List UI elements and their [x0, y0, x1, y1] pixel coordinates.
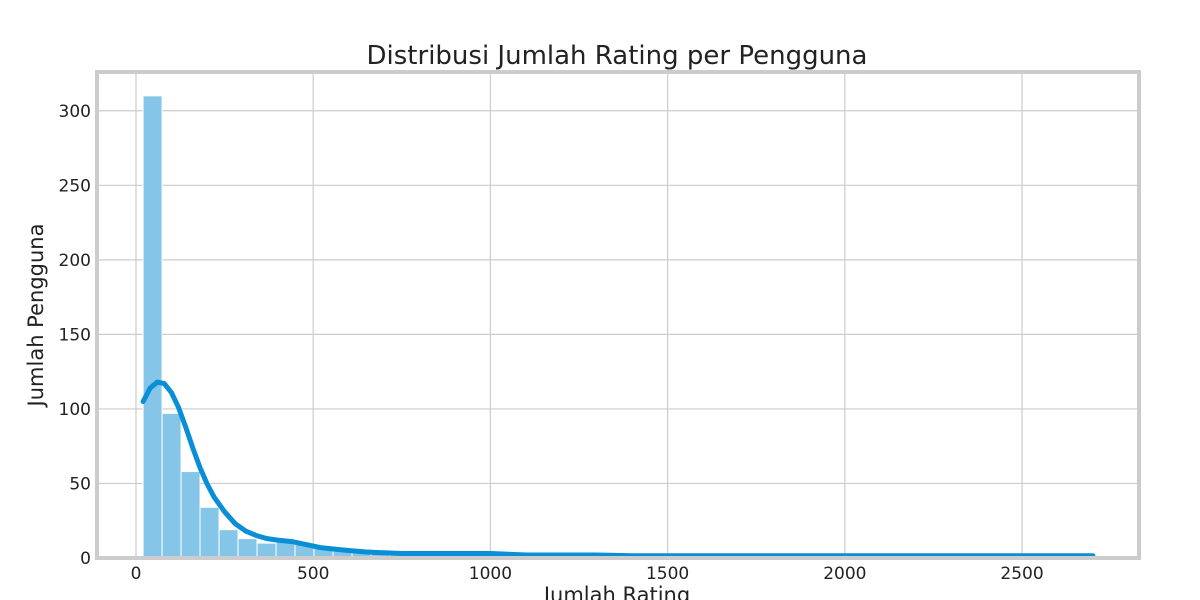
tick-labels: 0 500 1000 1500 2000 2500 0 50 100 150 200 250 300 — [59, 102, 1044, 584]
y-tick-label: 300 — [59, 102, 91, 122]
y-tick-label: 0 — [80, 549, 91, 569]
x-tick-label: 500 — [297, 564, 329, 584]
chart-title: Distribusi Jumlah Rating per Pengguna — [367, 41, 868, 71]
y-tick-label: 200 — [59, 251, 91, 271]
plot-frame — [95, 70, 1141, 560]
x-tick-label: 0 — [131, 564, 142, 584]
kde-curve-group — [140, 379, 1096, 559]
y-tick-label: 100 — [59, 400, 91, 420]
y-tick-label: 50 — [69, 474, 91, 494]
histogram-bar — [199, 506, 220, 559]
y-tick-label: 150 — [59, 325, 91, 345]
x-tick-label: 1500 — [646, 564, 689, 584]
x-tick-label: 2000 — [823, 564, 866, 584]
histogram-bar — [218, 529, 239, 559]
y-tick-label: 250 — [59, 176, 91, 196]
histogram-bar — [161, 412, 182, 559]
histogram-bar — [237, 538, 258, 559]
kde-line — [140, 379, 1096, 559]
x-tick-label: 2500 — [1000, 564, 1043, 584]
histogram-bar — [180, 471, 201, 559]
y-axis-label: Jumlah Pengguna — [24, 224, 48, 409]
x-tick-label: 1000 — [469, 564, 512, 584]
x-axis-label: Jumlah Rating — [542, 583, 690, 600]
histogram-bar — [142, 95, 163, 559]
histogram-bar — [256, 542, 277, 559]
